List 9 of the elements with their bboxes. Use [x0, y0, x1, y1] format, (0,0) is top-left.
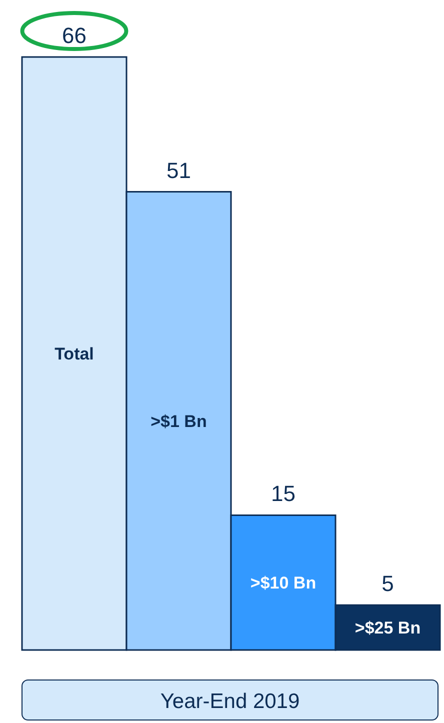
x-tick-label: >$25 Bn: [354, 618, 421, 638]
data-label: 5: [382, 571, 394, 596]
data-label: 51: [166, 158, 191, 183]
data-label: 66: [62, 23, 86, 48]
x-tick-label: Total: [54, 344, 94, 364]
data-label: 15: [271, 481, 296, 506]
x-axis-title: Year-End 2019: [160, 690, 300, 713]
x-tick-label: >$1 Bn: [150, 412, 207, 431]
x-tick-label: >$10 Bn: [250, 574, 316, 593]
